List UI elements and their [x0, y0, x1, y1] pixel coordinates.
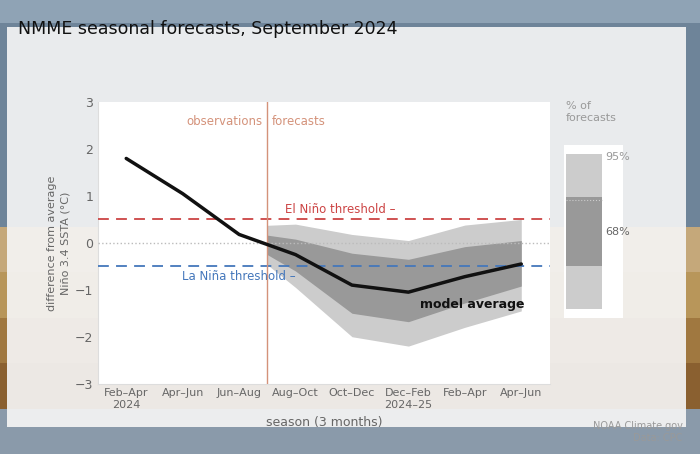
- Text: model average: model average: [420, 298, 524, 311]
- Bar: [0, 23, 700, 227]
- X-axis label: season (3 months): season (3 months): [265, 416, 382, 429]
- Bar: [566, 154, 602, 309]
- Bar: [566, 197, 602, 266]
- Text: forecasts: forecasts: [272, 115, 326, 128]
- Bar: [0, 227, 700, 272]
- Bar: [0, 272, 700, 318]
- Text: La Niña threshold –: La Niña threshold –: [182, 270, 296, 283]
- Text: 68%: 68%: [605, 227, 630, 237]
- Text: NOAA Climate.gov
Data: CPC: NOAA Climate.gov Data: CPC: [593, 421, 682, 443]
- Bar: [0, 0, 700, 23]
- Text: 95%: 95%: [605, 153, 630, 163]
- Bar: [0, 363, 700, 409]
- Text: NMME seasonal forecasts, September 2024: NMME seasonal forecasts, September 2024: [18, 20, 397, 39]
- Text: El Niño threshold –: El Niño threshold –: [286, 202, 396, 216]
- Text: % of
forecasts: % of forecasts: [566, 101, 617, 123]
- Text: observations: observations: [187, 115, 262, 128]
- Y-axis label: difference from average
Niño 3.4 SSTA (°C): difference from average Niño 3.4 SSTA (°…: [48, 175, 71, 311]
- Bar: [7, 27, 686, 427]
- Bar: [0, 318, 700, 363]
